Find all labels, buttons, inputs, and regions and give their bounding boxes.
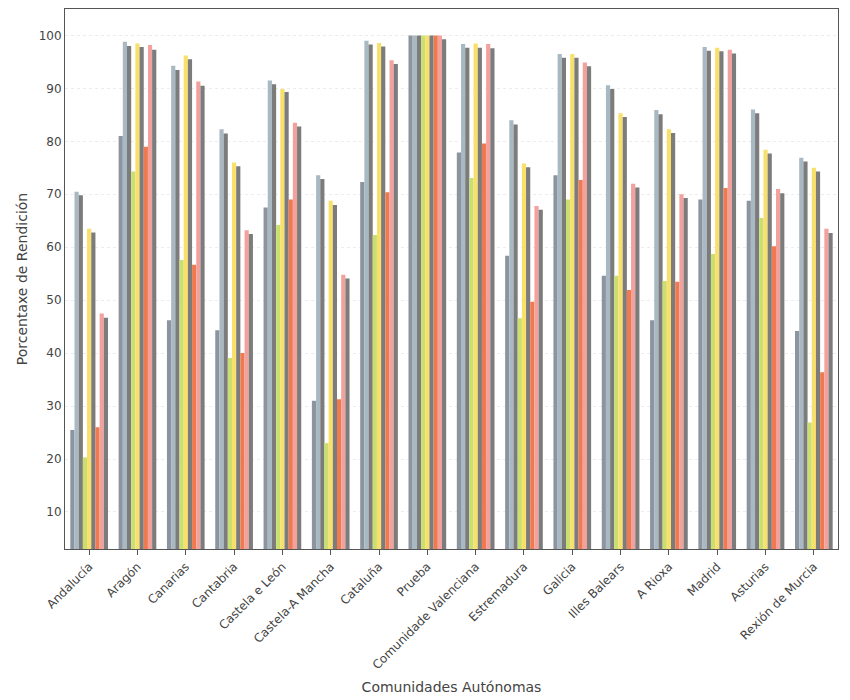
svg-text:80: 80 [46, 135, 61, 149]
svg-text:Asturias: Asturias [728, 560, 772, 604]
svg-text:Illes Balears: Illes Balears [566, 560, 627, 621]
svg-text:90: 90 [46, 82, 61, 96]
svg-text:Prueba: Prueba [394, 560, 434, 600]
svg-text:Madrid: Madrid [685, 560, 724, 599]
svg-text:Galicia: Galicia [540, 560, 579, 599]
svg-text:A Rioxa: A Rioxa [633, 560, 675, 602]
svg-text:20: 20 [46, 452, 61, 466]
svg-text:Castela-A Mancha: Castela-A Mancha [251, 560, 337, 646]
svg-text:40: 40 [46, 346, 61, 360]
svg-text:30: 30 [46, 399, 61, 413]
svg-text:Comunidades Autónomas: Comunidades Autónomas [362, 679, 542, 695]
svg-text:Aragón: Aragón [103, 560, 143, 600]
svg-text:50: 50 [46, 293, 61, 307]
svg-text:Canarias: Canarias [145, 560, 192, 607]
svg-text:Andalucía: Andalucía [44, 560, 96, 612]
svg-text:Cantabria: Cantabria [189, 560, 240, 611]
svg-text:10: 10 [46, 505, 61, 519]
svg-text:Rexión de Murcia: Rexión de Murcia [738, 560, 821, 643]
svg-text:Estremadura: Estremadura [466, 560, 530, 624]
svg-text:60: 60 [46, 240, 61, 254]
svg-text:70: 70 [46, 187, 61, 201]
svg-text:Castela e León: Castela e León [216, 560, 289, 633]
svg-text:Porcentaxe de Rendición: Porcentaxe de Rendición [14, 193, 30, 365]
svg-text:100: 100 [39, 29, 62, 43]
svg-text:Cataluña: Cataluña [338, 560, 386, 608]
svg-text:Comunidade Valenciana: Comunidade Valenciana [370, 560, 482, 672]
